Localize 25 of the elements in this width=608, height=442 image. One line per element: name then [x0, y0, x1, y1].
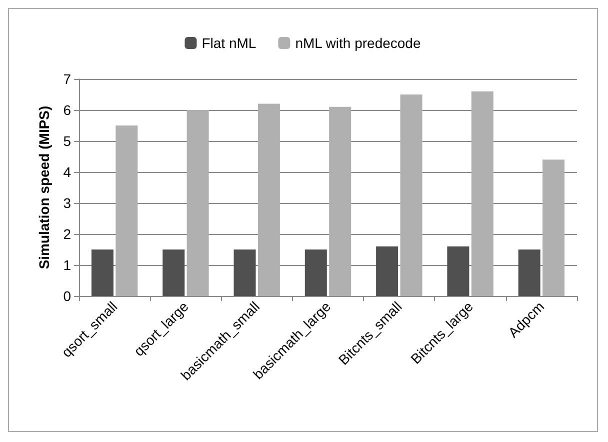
y-tick-label: 7: [63, 71, 72, 87]
bar: [258, 104, 280, 296]
bar: [234, 250, 256, 296]
bar: [542, 160, 565, 296]
bar: [329, 106, 352, 296]
bar: [376, 246, 398, 296]
bar: [447, 246, 470, 296]
bar: [116, 126, 138, 296]
bar: [400, 94, 422, 296]
y-tick-label: 6: [63, 102, 72, 118]
bar: [186, 110, 209, 296]
y-tick-label: 5: [63, 133, 72, 149]
y-tick-label: 0: [63, 288, 72, 304]
bar: [304, 250, 327, 296]
y-tick-label: 1: [63, 257, 72, 273]
y-tick-label: 4: [63, 164, 72, 180]
bar: [91, 250, 114, 296]
bar: [162, 250, 185, 296]
bar: [471, 91, 494, 296]
legend-label: Flat nML: [202, 35, 256, 51]
y-tick-label: 3: [63, 195, 72, 211]
bar: [518, 250, 540, 296]
y-tick-label: 2: [63, 226, 72, 242]
legend-label: nML with predecode: [295, 35, 421, 51]
y-axis-title: Simulation speed (MIPS): [36, 106, 52, 270]
